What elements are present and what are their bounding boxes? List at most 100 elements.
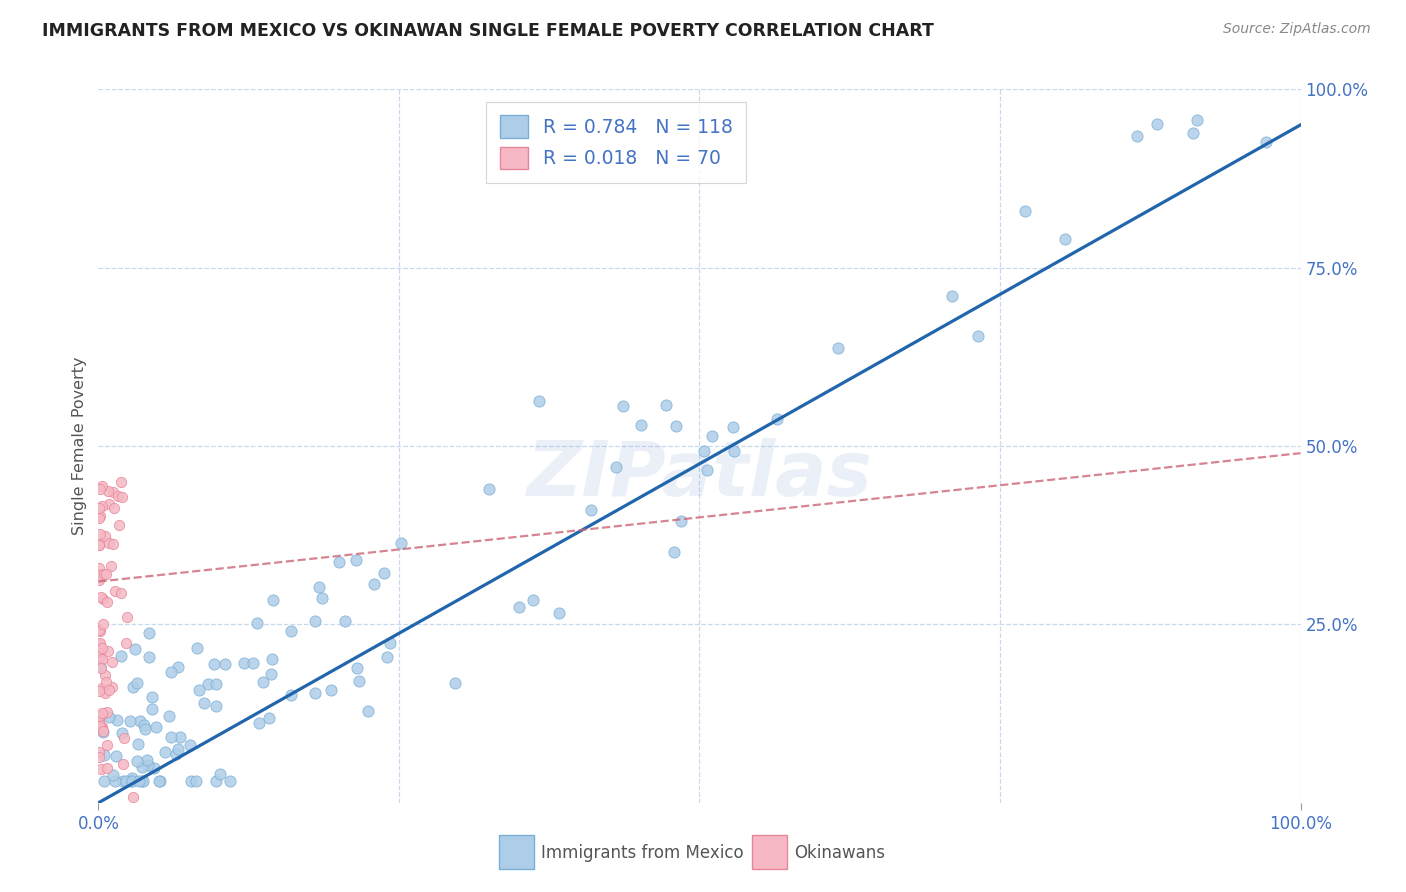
Point	[104, 583, 127, 598]
Point	[93, 528, 115, 542]
Point	[378, 635, 401, 649]
Point	[319, 682, 342, 697]
Point	[389, 536, 412, 550]
Point	[112, 731, 135, 746]
Point	[90, 478, 112, 492]
Point	[260, 652, 283, 666]
Point	[304, 686, 326, 700]
Point	[91, 640, 114, 655]
Point	[90, 681, 112, 695]
Point	[94, 567, 117, 582]
Point	[205, 698, 228, 713]
Point	[111, 490, 134, 504]
Point	[87, 684, 110, 698]
Point	[242, 656, 264, 670]
Point	[655, 398, 678, 412]
Point	[328, 555, 350, 569]
Point	[218, 774, 240, 789]
Point	[87, 714, 110, 729]
Point	[547, 607, 569, 621]
Point	[723, 444, 745, 458]
Point	[138, 625, 160, 640]
Point	[1254, 135, 1277, 149]
Point	[138, 758, 160, 772]
Point	[247, 715, 270, 730]
Point	[101, 485, 124, 500]
Point	[702, 429, 724, 443]
Point	[121, 774, 143, 789]
Point	[148, 774, 170, 789]
Point	[197, 677, 219, 691]
Point	[87, 709, 110, 723]
Point	[941, 288, 963, 302]
Point	[1146, 117, 1168, 131]
Text: Okinawans: Okinawans	[794, 844, 886, 862]
Point	[93, 686, 115, 700]
Point	[97, 644, 120, 658]
Point	[118, 714, 141, 728]
Point	[87, 623, 110, 637]
Point	[94, 675, 117, 690]
Point	[344, 553, 367, 567]
Point	[193, 696, 215, 710]
Point	[205, 677, 228, 691]
Text: ZIPatlas: ZIPatlas	[526, 438, 873, 511]
Point	[115, 609, 138, 624]
Point	[693, 444, 716, 458]
Point	[444, 676, 467, 690]
Point	[90, 762, 112, 776]
Point	[149, 774, 172, 789]
Point	[107, 518, 129, 533]
Point	[1014, 203, 1036, 218]
Point	[205, 774, 228, 789]
Point	[90, 648, 112, 663]
Point	[89, 719, 111, 733]
Point	[136, 753, 159, 767]
Point	[138, 650, 160, 665]
Point	[202, 657, 225, 671]
Point	[252, 674, 274, 689]
Point	[87, 568, 110, 582]
Point	[89, 745, 111, 759]
Point	[100, 655, 122, 669]
Point	[214, 657, 236, 671]
Point	[89, 561, 111, 575]
Point	[121, 790, 143, 805]
Point	[90, 721, 112, 735]
Point	[233, 656, 256, 670]
Point	[131, 760, 153, 774]
Text: IMMIGRANTS FROM MEXICO VS OKINAWAN SINGLE FEMALE POVERTY CORRELATION CHART: IMMIGRANTS FROM MEXICO VS OKINAWAN SINGL…	[42, 22, 934, 40]
Point	[508, 599, 530, 614]
Point	[87, 645, 110, 659]
Point	[132, 774, 155, 789]
Point	[98, 497, 121, 511]
Point	[112, 757, 135, 772]
Point	[87, 537, 110, 551]
Y-axis label: Single Female Poverty: Single Female Poverty	[72, 357, 87, 535]
Text: Immigrants from Mexico: Immigrants from Mexico	[541, 844, 744, 862]
Point	[132, 718, 155, 732]
Point	[89, 500, 111, 515]
Point	[605, 459, 627, 474]
Point	[187, 683, 209, 698]
Point	[160, 731, 183, 745]
Point	[110, 586, 132, 600]
Point	[96, 738, 118, 752]
Point	[87, 511, 110, 525]
Point	[153, 745, 176, 759]
Point	[260, 666, 283, 681]
Point	[696, 463, 718, 477]
Point	[669, 514, 692, 528]
Point	[478, 482, 501, 496]
Point	[90, 708, 112, 723]
Point	[180, 774, 202, 789]
Point	[184, 774, 207, 789]
Point	[101, 681, 124, 695]
Point	[1187, 113, 1209, 128]
Text: Source: ZipAtlas.com: Source: ZipAtlas.com	[1223, 22, 1371, 37]
Point	[90, 590, 112, 604]
Point	[721, 420, 744, 434]
Legend: R = 0.784   N = 118, R = 0.018   N = 70: R = 0.784 N = 118, R = 0.018 N = 70	[486, 103, 745, 183]
Point	[581, 503, 603, 517]
Point	[527, 393, 550, 408]
